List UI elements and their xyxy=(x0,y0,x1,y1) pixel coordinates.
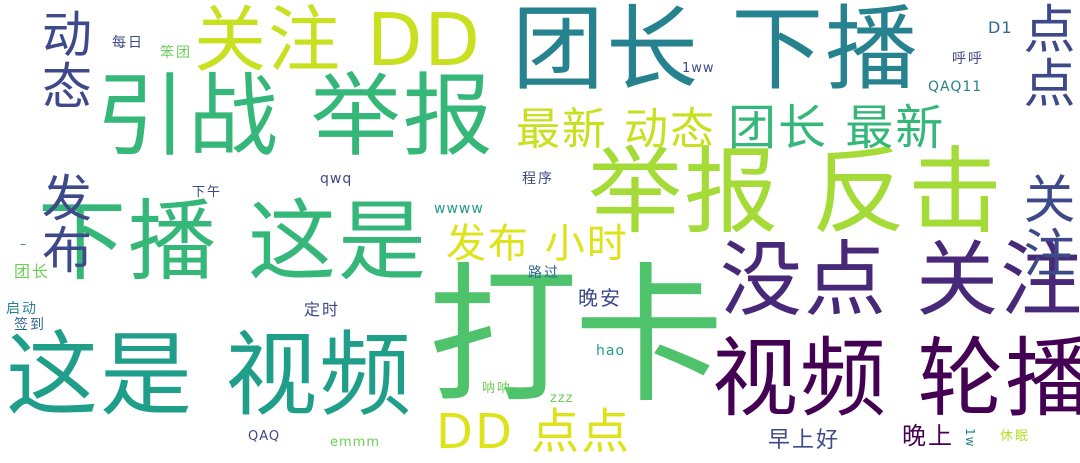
word-daka: 打卡 xyxy=(428,250,724,424)
word-dd-diandian: DD 点点 xyxy=(436,404,632,460)
word-shipin-lunbo: 视频 轮播 xyxy=(712,329,1080,429)
word-1w: 1w xyxy=(963,428,977,448)
word-wanshang: 晚上 xyxy=(902,422,954,450)
word-qaq11: QAQ11 xyxy=(928,79,983,95)
word-dongtai-fabu: 动态 发布 xyxy=(34,8,92,276)
word-meiri: 每日 xyxy=(112,35,144,51)
word-huhu: 呼呼 xyxy=(952,51,984,67)
word-dingshi: 定时 xyxy=(304,300,341,319)
word-wanan: 晚安 xyxy=(578,286,622,310)
word-diandian-guanzhu: 点点 关注 xyxy=(1014,2,1074,280)
word-nana: 呐呐 xyxy=(482,381,513,396)
word-tuanzhang-xiabo: 团长 下播 xyxy=(512,0,920,103)
word-hao: hao xyxy=(596,343,626,359)
word-d1: D1 xyxy=(988,18,1013,37)
word-qwq: qwq xyxy=(320,171,353,187)
word-meidian-guanzhu: 没点 关注 xyxy=(720,233,1080,328)
word-fabu-xiaoshi: 发布 小时 xyxy=(446,221,629,267)
word-wwww: wwww xyxy=(434,201,484,217)
word-guanzhu-dd: 关注 DD xyxy=(194,0,482,82)
word-zuixin-dongtai: 最新 动态 xyxy=(516,104,716,155)
word-luguo: 路过 xyxy=(528,265,560,281)
word-tuanzhang-zuixin: 团长 最新 xyxy=(728,100,946,156)
word-xiawu: 下午 xyxy=(192,185,223,200)
word-tuanzhang-small: 团长 xyxy=(14,262,51,281)
word-xiabo-zheshi: 下播 这是 xyxy=(38,190,428,293)
word-zaoshanghao: 早上好 xyxy=(768,428,841,453)
word-chengxu: 程序 xyxy=(522,171,554,187)
word-yinzhan-jubao: 引战 举报 xyxy=(96,64,495,169)
word-xiumian: 休眠 xyxy=(1000,429,1031,444)
word-bentuan: 笨团 xyxy=(160,45,192,61)
word-qiandao: 签到 xyxy=(14,317,46,333)
word-jubao-fanji: 举报 反击 xyxy=(588,138,1004,247)
word-zheshi-shipin: 这是 视频 xyxy=(6,322,414,429)
word-emmm: emmm xyxy=(330,435,380,450)
word-zzz: zzz xyxy=(550,391,574,406)
word-dash: – xyxy=(20,237,28,251)
word-qidong: 启动 xyxy=(6,301,38,317)
word-qaq: QAQ xyxy=(248,429,281,444)
word-1ww: 1ww xyxy=(682,61,715,76)
